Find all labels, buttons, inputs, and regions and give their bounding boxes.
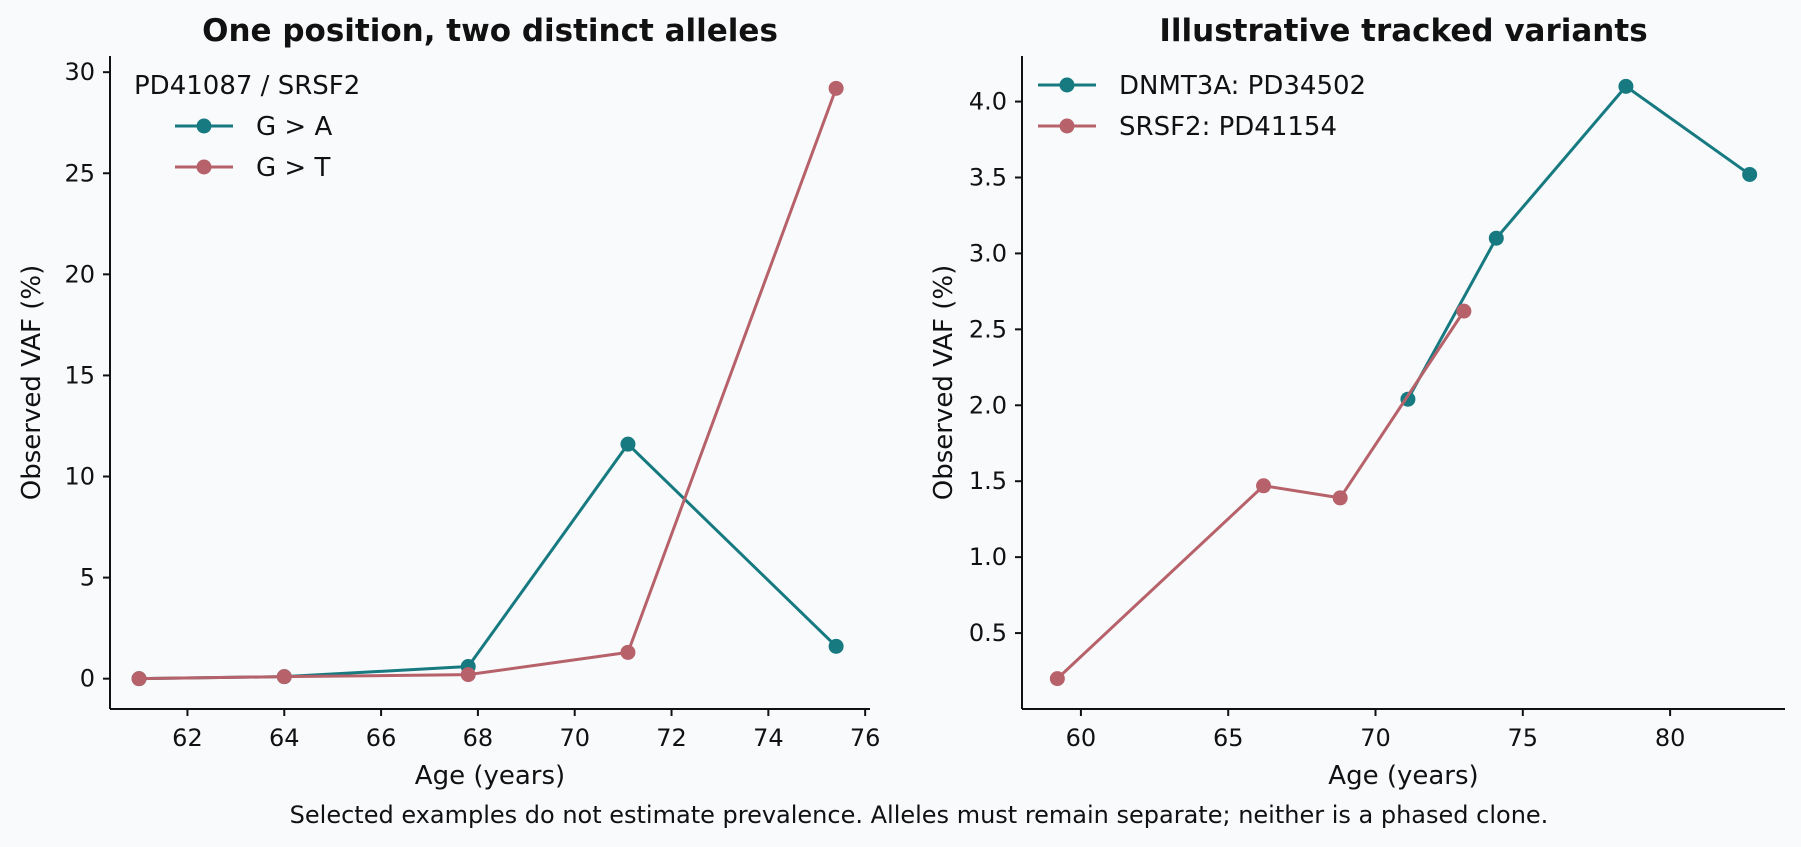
series-line (137, 86, 838, 681)
y-tick-label: 15 (64, 361, 95, 389)
chart-title: Illustrative tracked variants (1159, 13, 1647, 49)
series-line (1055, 309, 1466, 681)
series-group (131, 436, 844, 687)
x-tick-label: 76 (850, 724, 881, 752)
x-tick-label: 68 (463, 724, 494, 752)
y-axis-label: Observed VAF (%) (929, 265, 959, 500)
y-tick-label: 30 (64, 58, 95, 86)
x-tick-label: 70 (1360, 724, 1391, 752)
data-point (620, 436, 636, 452)
y-tick-label: 3.0 (969, 239, 1007, 267)
x-tick-label: 65 (1213, 724, 1244, 752)
data-point (1049, 671, 1065, 687)
x-tick-label: 66 (366, 724, 397, 752)
chart-title: One position, two distinct alleles (202, 13, 778, 49)
series-line (137, 442, 838, 681)
legend-entry: G > T (256, 153, 330, 183)
x-axis-label: Age (years) (1328, 761, 1478, 791)
x-tick-label: 74 (753, 724, 784, 752)
legend-entry: DNMT3A: PD34502 (1119, 71, 1366, 101)
legend-swatch-marker (1059, 77, 1075, 93)
data-point (1618, 78, 1634, 94)
footer-note: Selected examples do not estimate preval… (290, 801, 1549, 829)
x-tick-label: 64 (269, 724, 300, 752)
y-tick-label: 0 (80, 665, 95, 693)
data-point (1742, 166, 1758, 182)
data-point (131, 671, 147, 687)
legend-swatch-marker (1059, 118, 1075, 134)
y-tick-label: 1.0 (969, 543, 1007, 571)
y-tick-label: 2.0 (969, 391, 1007, 419)
y-tick-label: 10 (64, 463, 95, 491)
series-group (1400, 78, 1758, 407)
x-tick-label: 62 (172, 724, 203, 752)
y-tick-label: 2.5 (969, 315, 1007, 343)
y-tick-label: 5 (80, 564, 95, 592)
y-tick-label: 3.5 (969, 163, 1007, 191)
x-axis-label: Age (years) (415, 761, 565, 791)
y-tick-label: 1.5 (969, 467, 1007, 495)
x-tick-label: 72 (656, 724, 687, 752)
y-tick-label: 20 (64, 260, 95, 288)
x-tick-label: 60 (1066, 724, 1097, 752)
legend: PD41087 / SRSF2 G > A G > T (134, 71, 360, 183)
data-point (276, 669, 292, 685)
legend: DNMT3A: PD34502 SRSF2: PD41154 (1038, 71, 1366, 142)
y-tick-label: 4.0 (969, 88, 1007, 116)
legend-entry: SRSF2: PD41154 (1119, 112, 1337, 142)
data-point (828, 638, 844, 654)
data-point (1332, 490, 1348, 506)
series-line (1406, 84, 1752, 401)
series-group (1049, 303, 1472, 687)
data-point (460, 667, 476, 683)
legend-swatch-marker (196, 159, 212, 175)
data-point (1488, 230, 1504, 246)
legend-title: PD41087 / SRSF2 (134, 71, 360, 101)
data-point (1456, 303, 1472, 319)
y-axis-label: Observed VAF (%) (17, 265, 47, 500)
legend-entry: G > A (256, 112, 332, 142)
x-tick-label: 80 (1655, 724, 1686, 752)
data-point (1256, 478, 1272, 494)
y-tick-label: 0.5 (969, 619, 1007, 647)
data-point (828, 80, 844, 96)
legend-swatch-marker (196, 118, 212, 134)
chart-panel-2: Illustrative tracked variants 60 65 70 75 80 0… (929, 13, 1785, 791)
series-group (131, 80, 844, 687)
x-tick-label: 75 (1508, 724, 1539, 752)
x-tick-label: 70 (559, 724, 590, 752)
data-point (620, 644, 636, 660)
chart-panel-1: One position, two distinct alleles 62 64 66… (17, 13, 880, 791)
y-tick-label: 25 (64, 159, 95, 187)
